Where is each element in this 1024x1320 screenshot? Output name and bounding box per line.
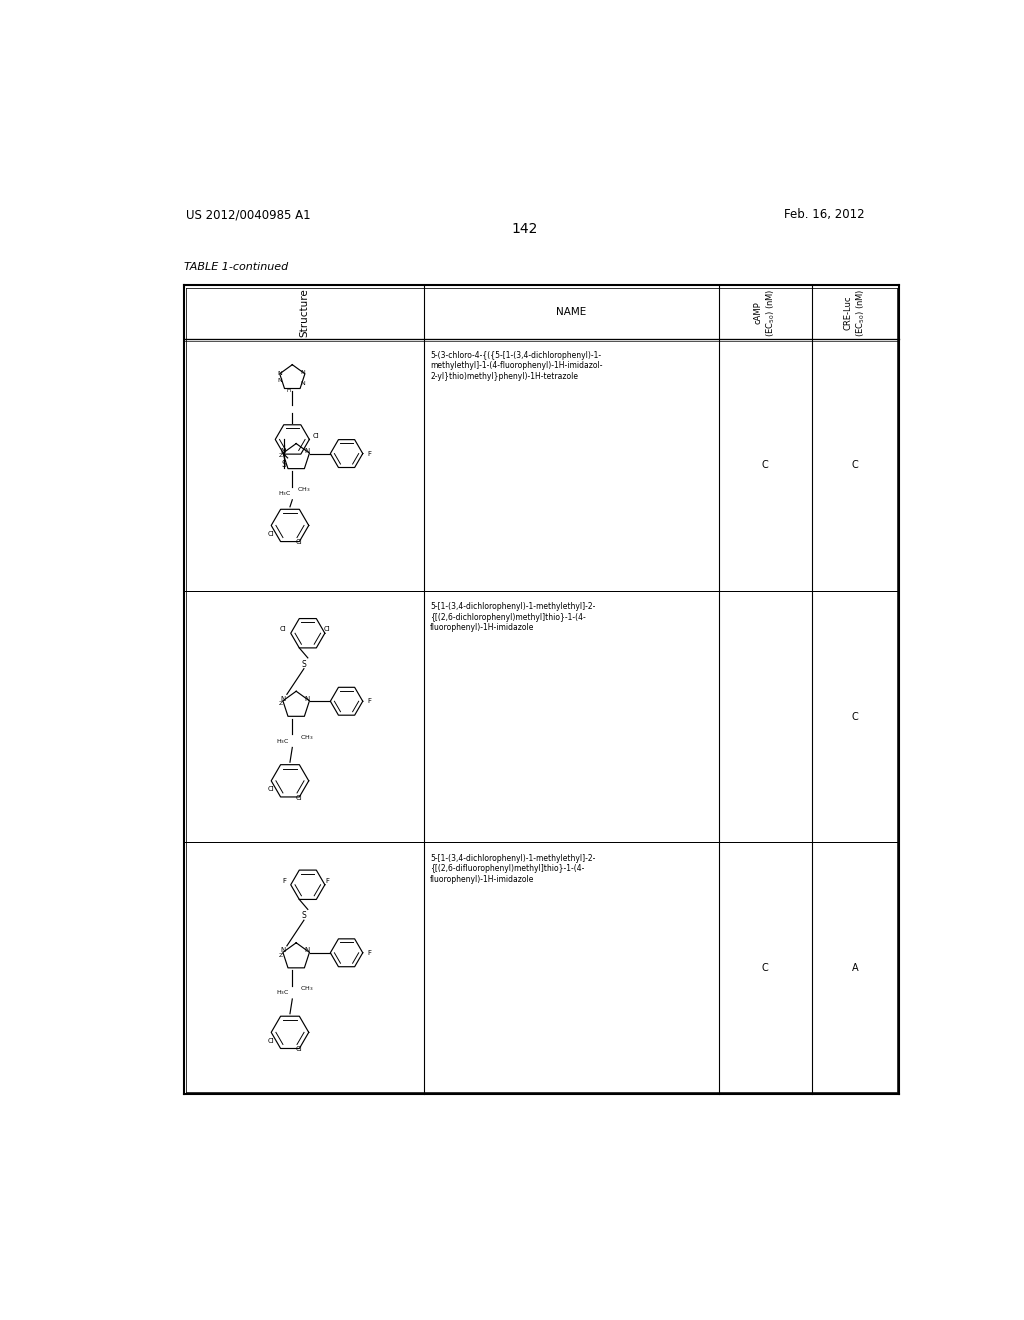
Text: 5-[1-(3,4-dichlorophenyl)-1-methylethyl]-2-
{[(2,6-difluorophenyl)methyl]thio}-1: 5-[1-(3,4-dichlorophenyl)-1-methylethyl]… bbox=[430, 854, 596, 884]
Text: Z: Z bbox=[279, 453, 283, 458]
Text: F: F bbox=[326, 878, 329, 884]
Text: Feb. 16, 2012: Feb. 16, 2012 bbox=[783, 209, 864, 222]
Text: Cl: Cl bbox=[268, 531, 274, 537]
Text: Cl: Cl bbox=[295, 540, 302, 545]
Text: C: C bbox=[762, 964, 768, 973]
Text: F: F bbox=[367, 450, 371, 457]
Text: F: F bbox=[367, 950, 371, 956]
Text: N: N bbox=[304, 449, 309, 454]
Text: cAMP
(EC$_{50}$) (nM): cAMP (EC$_{50}$) (nM) bbox=[754, 288, 776, 337]
Text: N: N bbox=[281, 449, 286, 454]
Text: H$_3$C: H$_3$C bbox=[276, 989, 290, 998]
Text: N: N bbox=[281, 948, 286, 953]
Text: CH$_3$: CH$_3$ bbox=[297, 486, 310, 494]
Text: Z: Z bbox=[279, 701, 283, 706]
Text: Cl: Cl bbox=[295, 795, 302, 801]
Text: C: C bbox=[852, 711, 859, 722]
Text: H: H bbox=[287, 388, 291, 392]
Text: 5-(3-chloro-4-{({5-[1-(3,4-dichlorophenyl)-1-
methylethyl]-1-(4-fluorophenyl)-1H: 5-(3-chloro-4-{({5-[1-(3,4-dichloropheny… bbox=[430, 351, 603, 380]
Text: C: C bbox=[762, 461, 768, 470]
Text: S: S bbox=[282, 459, 286, 469]
Text: Cl: Cl bbox=[324, 627, 331, 632]
Text: CH$_3$: CH$_3$ bbox=[299, 985, 313, 994]
Text: S: S bbox=[301, 660, 306, 668]
Text: F: F bbox=[367, 698, 371, 705]
Text: C: C bbox=[852, 461, 859, 470]
Text: N: N bbox=[278, 378, 283, 383]
Text: Cl: Cl bbox=[280, 627, 287, 632]
Text: Cl: Cl bbox=[295, 1047, 302, 1052]
Text: US 2012/0040985 A1: US 2012/0040985 A1 bbox=[186, 209, 310, 222]
Text: N: N bbox=[278, 371, 282, 376]
Text: NAME: NAME bbox=[556, 308, 587, 317]
Text: A: A bbox=[852, 964, 859, 973]
Text: Cl: Cl bbox=[268, 787, 274, 792]
Text: N: N bbox=[304, 948, 309, 953]
Text: Cl: Cl bbox=[268, 1038, 274, 1044]
Text: 5-[1-(3,4-dichlorophenyl)-1-methylethyl]-2-
{[(2,6-dichlorophenyl)methyl]thio}-1: 5-[1-(3,4-dichlorophenyl)-1-methylethyl]… bbox=[430, 602, 596, 632]
Text: Z: Z bbox=[279, 953, 283, 957]
Text: S: S bbox=[301, 911, 306, 920]
Text: H$_3$C: H$_3$C bbox=[278, 490, 292, 498]
Text: CRE-Luc
(EC$_{50}$) (nM): CRE-Luc (EC$_{50}$) (nM) bbox=[844, 288, 867, 337]
Text: N: N bbox=[300, 370, 305, 375]
Text: 142: 142 bbox=[512, 222, 538, 235]
Text: N: N bbox=[281, 696, 286, 702]
Text: Cl: Cl bbox=[312, 433, 318, 438]
Text: N: N bbox=[304, 696, 309, 702]
Text: H$_3$C: H$_3$C bbox=[276, 737, 290, 746]
Text: Structure: Structure bbox=[299, 288, 309, 337]
Text: TABLE 1-continued: TABLE 1-continued bbox=[183, 263, 288, 272]
Text: CH$_3$: CH$_3$ bbox=[299, 733, 313, 742]
Text: N: N bbox=[300, 380, 305, 385]
Text: F: F bbox=[283, 878, 287, 884]
